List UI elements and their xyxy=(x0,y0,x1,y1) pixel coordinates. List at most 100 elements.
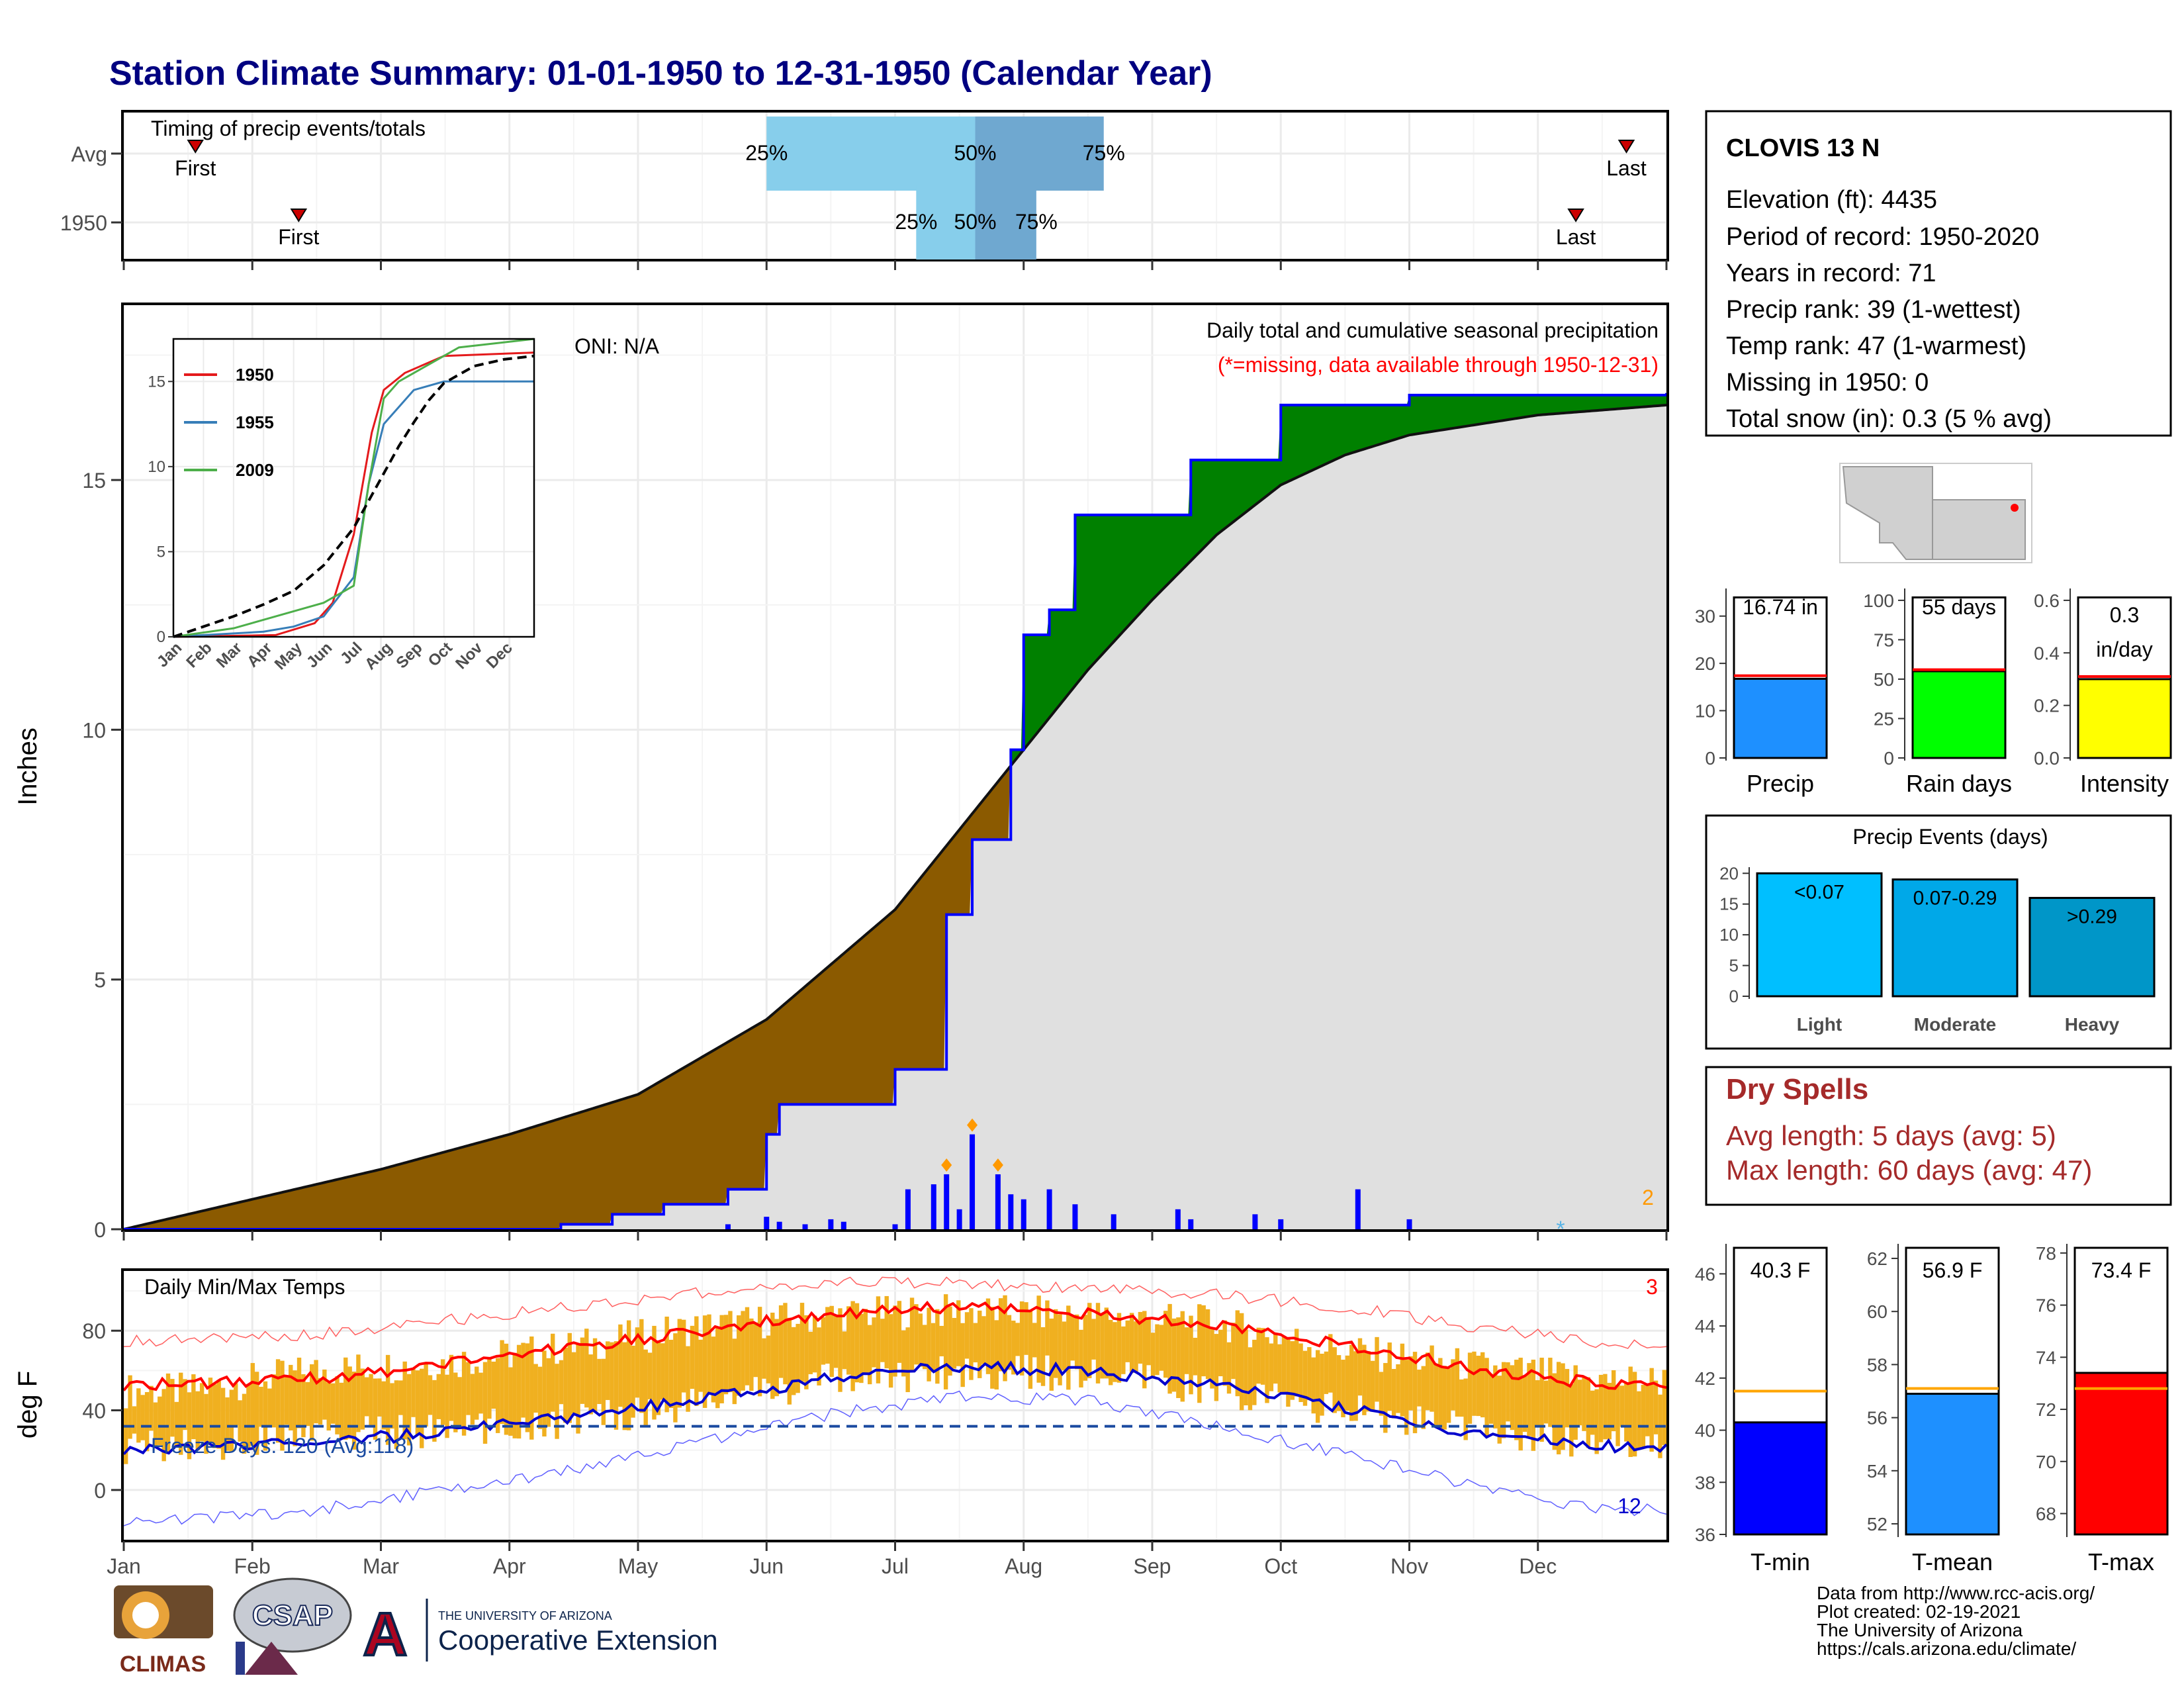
daily-temp-bar xyxy=(631,1345,635,1418)
daily-temp-bar xyxy=(825,1307,830,1364)
daily-temp-bar xyxy=(1518,1358,1523,1451)
daily-temp-bar xyxy=(1522,1376,1527,1432)
daily-temp-bar xyxy=(1189,1315,1193,1395)
event-bar-label: Light xyxy=(1797,1014,1842,1035)
credits: Data from http://www.rcc-acis.org/ Plot … xyxy=(1817,1583,2095,1659)
daily-temp-bar xyxy=(909,1297,915,1372)
temp-summary-t-mean: 52 54 56 58 60 62 56.9 F T-mean xyxy=(1867,1244,2000,1575)
daily-temp-bar xyxy=(1269,1343,1274,1391)
daily-temp-bar xyxy=(597,1358,602,1405)
temp-summary-t-max: 68 70 72 74 76 78 73.4 F T-max xyxy=(2036,1243,2169,1575)
daily-precip-bar xyxy=(1046,1189,1052,1229)
summary-tick: 75 xyxy=(1874,630,1894,650)
daily-temp-bar xyxy=(981,1316,986,1364)
temp-title: Daily Min/Max Temps xyxy=(144,1275,345,1299)
daily-temp-bar xyxy=(656,1340,661,1415)
daily-precip-bar xyxy=(841,1221,846,1229)
daily-temp-bar xyxy=(381,1381,386,1430)
daily-temp-bar xyxy=(1649,1368,1654,1452)
daily-temp-bar xyxy=(1556,1362,1561,1455)
temp-summary-tick: 38 xyxy=(1695,1472,1715,1493)
daily-temp-bar xyxy=(385,1354,390,1445)
daily-temp-bar xyxy=(1408,1356,1413,1411)
daily-temp-bar xyxy=(461,1352,467,1436)
summary-tick: 0 xyxy=(1884,748,1894,769)
daily-temp-bar xyxy=(1028,1309,1033,1389)
daily-temp-bar xyxy=(939,1325,944,1356)
daily-temp-bar xyxy=(859,1313,864,1383)
inset-x-tick: Aug xyxy=(361,639,396,673)
summary-tick: 10 xyxy=(1695,701,1715,722)
daily-temp-bar xyxy=(1302,1350,1308,1406)
daily-temp-bar xyxy=(1298,1343,1303,1403)
daily-temp-bar xyxy=(275,1359,281,1443)
daily-temp-bar xyxy=(1273,1334,1278,1384)
daily-temp-bar xyxy=(749,1318,754,1391)
daily-temp-bar xyxy=(1129,1313,1134,1374)
daily-temp-bar xyxy=(1514,1360,1519,1440)
daily-temp-bar xyxy=(876,1296,881,1383)
daily-temp-bar xyxy=(1066,1305,1071,1390)
summary-bar-charts: 0 10 20 30 16.74 in Precip 0 25 50 75 100 55 days Ra… xyxy=(1695,588,2172,797)
daily-precip-bar xyxy=(1278,1219,1284,1229)
daily-temp-bar xyxy=(271,1374,276,1428)
daily-temp-bar xyxy=(719,1315,724,1403)
event-bar-moderate xyxy=(1891,878,2019,998)
summary-tick: 100 xyxy=(1863,590,1894,611)
dry-spells-max: Max length: 60 days (avg: 47) xyxy=(1726,1154,2092,1186)
daily-temp-bar xyxy=(1176,1317,1181,1399)
daily-temp-bar xyxy=(360,1368,365,1430)
daily-temp-bar xyxy=(584,1329,589,1408)
daily-temp-bar xyxy=(1125,1320,1130,1362)
daily-temp-bar xyxy=(643,1349,648,1427)
daily-temp-bar xyxy=(453,1372,458,1432)
temp-value-text: 40.3 F xyxy=(1751,1258,1811,1282)
daily-temp-bar xyxy=(1611,1370,1616,1432)
last-event-marker xyxy=(1567,209,1584,222)
daily-temp-bar xyxy=(1053,1309,1058,1378)
daily-temp-bar xyxy=(1095,1303,1101,1383)
temp-summary-tick: 40 xyxy=(1695,1421,1715,1441)
month-tick-label: Aug xyxy=(1005,1554,1042,1578)
above-average-area xyxy=(1011,393,1666,766)
month-tick-label: Mar xyxy=(363,1554,399,1578)
daily-precip-bar xyxy=(1252,1214,1258,1229)
precip-events-chart: Precip Events (days) 0 5 10 15 20 <0.07 Light 0… xyxy=(1705,814,2172,1050)
daily-temp-bar xyxy=(927,1307,931,1382)
svg-text:Plot created: 02-19-2021: Plot created: 02-19-2021 xyxy=(1817,1601,2021,1622)
daily-temp-bar xyxy=(1070,1315,1075,1361)
daily-temp-bar xyxy=(1383,1363,1388,1433)
daily-temp-bar xyxy=(796,1323,800,1393)
daily-temp-bar xyxy=(322,1369,327,1420)
month-tick-label: Jun xyxy=(749,1554,784,1578)
daily-temp-bar xyxy=(1091,1319,1096,1360)
temp-summary-tick: 44 xyxy=(1695,1316,1715,1336)
daily-temp-bar xyxy=(1345,1355,1350,1411)
summary-tick: 0.2 xyxy=(2034,696,2060,716)
last-event-marker xyxy=(1617,140,1635,154)
summary-tick: 30 xyxy=(1695,606,1715,627)
precip-annotation-missing: (*=missing, data available through 1950-… xyxy=(1218,353,1659,377)
daily-temp-bar xyxy=(698,1339,703,1392)
daily-temp-bar xyxy=(1142,1311,1147,1389)
daily-temp-bar xyxy=(1163,1311,1168,1378)
daily-precip-bar xyxy=(1175,1209,1181,1229)
daily-temp-bar xyxy=(563,1347,568,1423)
daily-precip-bar xyxy=(1111,1214,1116,1229)
daily-temp-bar xyxy=(1286,1338,1291,1407)
daily-temp-bar xyxy=(1332,1347,1337,1413)
daily-temp-bar xyxy=(1349,1344,1354,1421)
daily-temp-bar xyxy=(778,1305,784,1378)
daily-temp-bar xyxy=(1193,1337,1198,1376)
first-event-label: First xyxy=(175,156,216,180)
daily-temp-bar xyxy=(267,1388,272,1427)
daily-precip-bar xyxy=(956,1209,962,1229)
daily-temp-bar xyxy=(1320,1353,1324,1416)
daily-temp-bar xyxy=(601,1358,606,1425)
last-event-label: Last xyxy=(1556,225,1596,249)
daily-temp-bar xyxy=(737,1315,741,1396)
daily-precip-bar xyxy=(1406,1219,1412,1229)
daily-temp-bar xyxy=(960,1323,965,1387)
temp-summary-tick: 62 xyxy=(1867,1248,1888,1269)
temp-summary-tick: 70 xyxy=(2036,1452,2056,1472)
